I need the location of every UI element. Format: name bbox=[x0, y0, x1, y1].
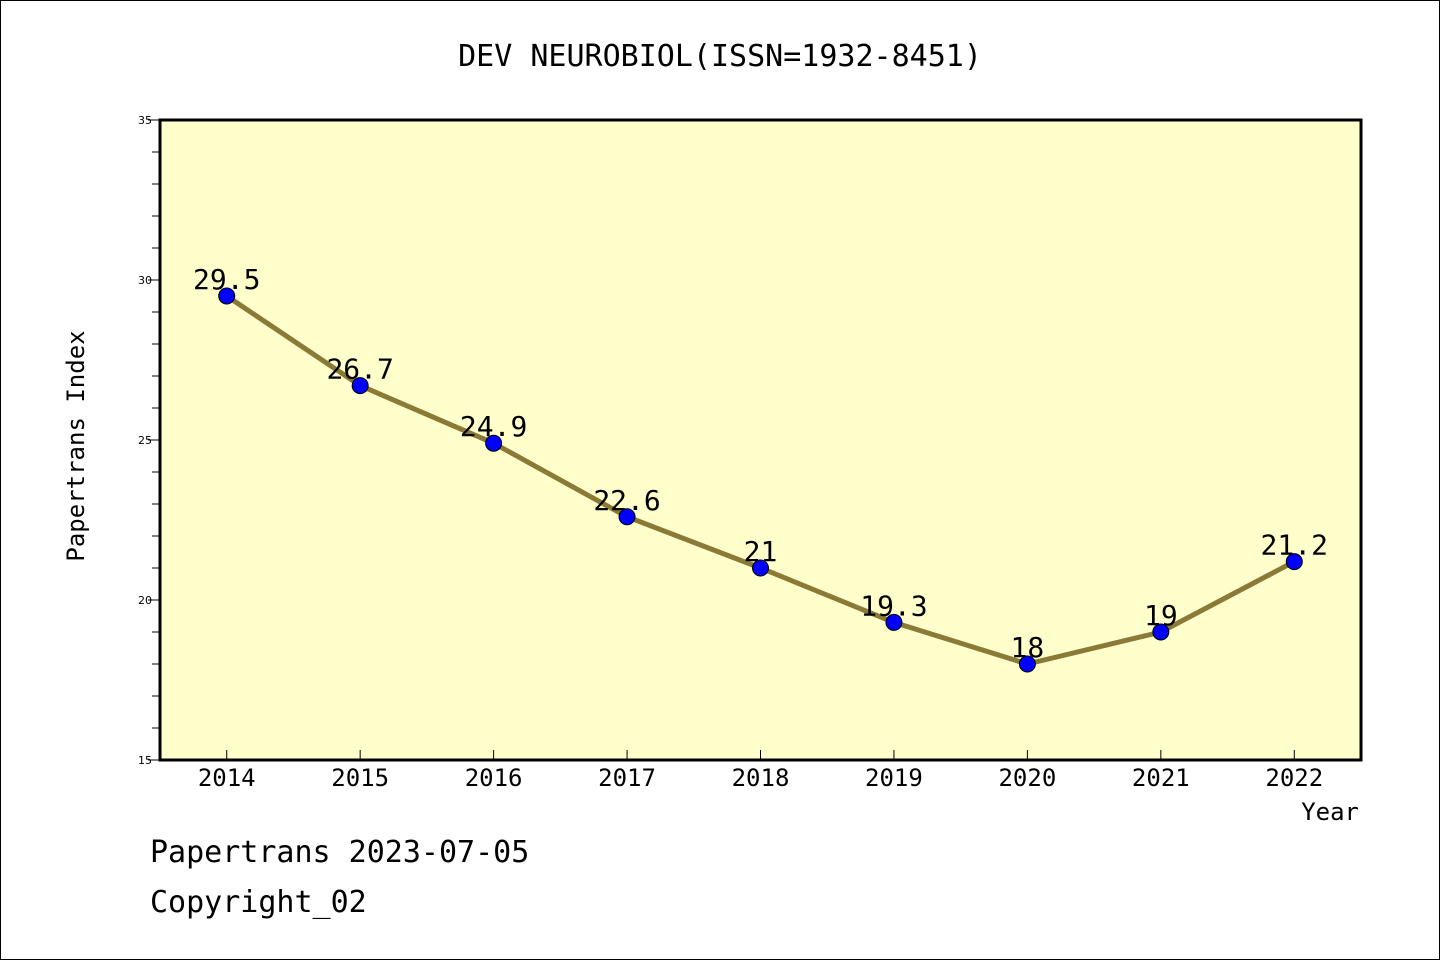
data-label: 22.6 bbox=[593, 484, 660, 517]
x-tick-label: 2014 bbox=[198, 764, 256, 792]
x-tick-label: 2018 bbox=[732, 764, 790, 792]
x-axis: 2014 2015 2016 2017 2018 2019 2020 2021 2022 bbox=[198, 750, 1323, 792]
y-tick-label: 15 bbox=[138, 754, 152, 767]
data-point bbox=[1285, 553, 1303, 571]
data-point bbox=[351, 377, 369, 395]
y-axis: 15 20 25 30 35 bbox=[138, 114, 160, 767]
data-point bbox=[485, 434, 503, 452]
data-label: 21.2 bbox=[1261, 529, 1328, 562]
x-tick-label: 2017 bbox=[598, 764, 656, 792]
data-point bbox=[1018, 655, 1036, 673]
x-tick-label: 2021 bbox=[1132, 764, 1190, 792]
x-axis-label: Year bbox=[1301, 798, 1359, 826]
data-label: 19 bbox=[1144, 599, 1178, 632]
data-point bbox=[752, 559, 769, 577]
data-label: 24.9 bbox=[460, 410, 527, 443]
data-points bbox=[218, 287, 1303, 673]
footer-copyright: Copyright_02 bbox=[150, 885, 367, 920]
y-tick-label: 20 bbox=[138, 594, 152, 607]
x-tick-label: 2015 bbox=[331, 764, 389, 792]
data-labels: 29.5 26.7 24.9 22.6 21 19.3 18 19 21.2 bbox=[193, 263, 1328, 664]
plot-area bbox=[158, 118, 1363, 762]
x-tick-label: 2022 bbox=[1265, 764, 1323, 792]
data-label: 18 bbox=[1011, 631, 1045, 664]
data-point bbox=[885, 613, 903, 631]
y-tick-label: 35 bbox=[138, 114, 152, 127]
data-label: 26.7 bbox=[326, 353, 393, 386]
footer-stamp: Papertrans 2023-07-05 bbox=[150, 835, 530, 870]
y-axis-label: Papertrans Index bbox=[62, 330, 90, 561]
data-point bbox=[1152, 623, 1170, 641]
x-tick-label: 2019 bbox=[865, 764, 923, 792]
data-point bbox=[618, 508, 636, 526]
y-tick-label: 25 bbox=[138, 434, 152, 447]
chart-title: DEV NEUROBIOL(ISSN=1932-8451) bbox=[458, 39, 982, 74]
data-label: 29.5 bbox=[193, 263, 260, 296]
data-label: 21 bbox=[744, 535, 778, 568]
data-point bbox=[218, 287, 236, 305]
x-tick-label: 2020 bbox=[998, 764, 1056, 792]
x-tick-label: 2016 bbox=[465, 764, 523, 792]
y-tick-label: 30 bbox=[138, 274, 152, 287]
data-label: 19.3 bbox=[860, 589, 927, 622]
